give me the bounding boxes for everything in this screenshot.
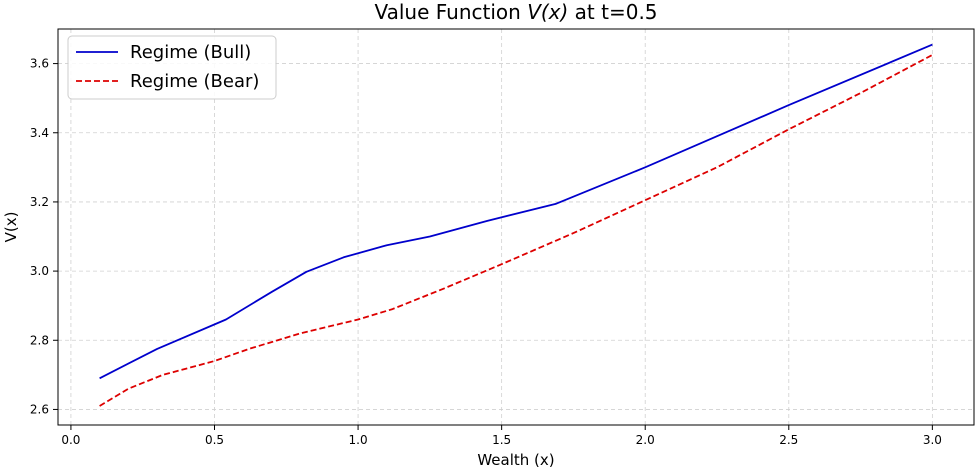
axis-ticks: 0.0 0.5 1.0 1.5 2.0 2.5 3.0 2.6 2.8 3.0 3.2 3.4 3.6 <box>30 57 942 447</box>
legend: Regime (Bull) Regime (Bear) <box>67 35 277 100</box>
y-tick-label: 2.6 <box>30 402 49 416</box>
y-tick-label: 3.4 <box>30 126 49 140</box>
legend-label-bear: Regime (Bear) <box>130 71 259 92</box>
grid-lines <box>58 29 974 425</box>
series-line-bull <box>99 43 933 380</box>
x-tick-label: 2.0 <box>636 433 655 447</box>
x-tick-label: 0.5 <box>205 433 224 447</box>
y-tick-label: 2.8 <box>30 333 49 347</box>
x-tick-label: 1.0 <box>349 433 368 447</box>
x-tick-label: 0.0 <box>61 433 80 447</box>
chart-title-main: Value Function <box>374 0 527 24</box>
y-tick-label: 3.0 <box>30 264 49 278</box>
x-axis-label: Wealth (x) <box>477 451 554 469</box>
chart-title: Value Function V(x) at t=0.5 <box>374 0 657 24</box>
chart-title-tail: at t=0.5 <box>568 0 657 24</box>
y-tick-label: 3.2 <box>30 195 49 209</box>
legend-box <box>67 35 277 100</box>
x-tick-label: 1.5 <box>492 433 511 447</box>
chart-title-math: V(x) <box>527 0 568 24</box>
x-tick-label: 2.5 <box>779 433 798 447</box>
series-line-bear <box>99 54 933 407</box>
legend-label-bull: Regime (Bull) <box>130 42 251 63</box>
x-tick-label: 3.0 <box>923 433 942 447</box>
y-tick-label: 3.6 <box>30 57 49 71</box>
y-axis-label: V(x) <box>2 212 20 243</box>
plot-frame <box>57 28 975 426</box>
series-lines <box>99 43 933 407</box>
